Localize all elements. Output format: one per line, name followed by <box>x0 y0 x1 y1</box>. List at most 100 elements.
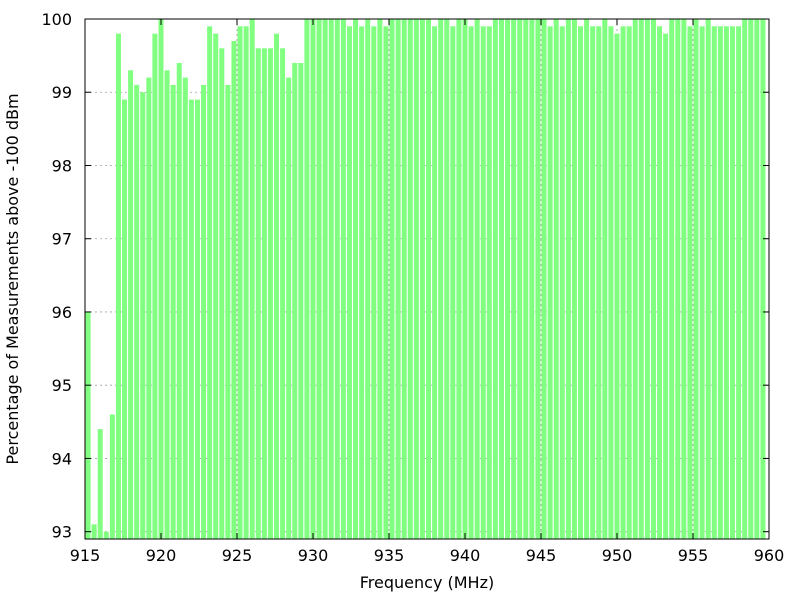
y-tick-label: 93 <box>52 523 72 542</box>
bar <box>456 19 462 539</box>
bar <box>140 92 146 539</box>
bar <box>261 48 267 539</box>
x-tick-label: 955 <box>678 546 709 565</box>
bar <box>176 62 182 539</box>
bar <box>255 48 261 539</box>
bar <box>699 26 705 539</box>
bar <box>541 19 547 539</box>
y-tick-label: 94 <box>52 449 72 468</box>
bar <box>122 99 128 539</box>
bar <box>213 33 219 539</box>
x-tick-label: 950 <box>602 546 633 565</box>
x-tick-label: 945 <box>526 546 557 565</box>
ticks <box>84 18 770 539</box>
bar <box>109 414 115 539</box>
bar <box>286 77 292 539</box>
bar <box>328 19 334 539</box>
bar <box>231 40 237 539</box>
bar <box>152 33 158 539</box>
bar <box>638 19 644 539</box>
bar <box>353 19 359 539</box>
bar <box>395 19 401 539</box>
bar <box>462 19 468 539</box>
bar <box>346 26 352 539</box>
bar <box>644 19 650 539</box>
bar <box>523 19 529 539</box>
bar <box>432 26 438 539</box>
bar <box>505 19 511 539</box>
bar <box>243 26 249 539</box>
bar <box>681 19 687 539</box>
bar <box>407 19 413 539</box>
bar <box>267 48 273 539</box>
bar <box>620 26 626 539</box>
y-tick-label: 96 <box>52 303 72 322</box>
bar <box>711 26 717 539</box>
bar <box>322 19 328 539</box>
bar <box>517 19 523 539</box>
bar <box>292 62 298 539</box>
bar <box>742 19 748 539</box>
x-tick-label: 930 <box>298 546 329 565</box>
bar <box>498 19 504 539</box>
bar <box>371 26 377 539</box>
bar <box>280 48 286 539</box>
bar <box>194 99 200 539</box>
bar <box>626 26 632 539</box>
bar <box>705 19 711 539</box>
bar <box>91 524 97 539</box>
bar <box>535 19 541 539</box>
bar <box>316 19 322 539</box>
bar <box>249 19 255 539</box>
bar <box>158 19 164 539</box>
y-tick-label: 100 <box>41 10 72 29</box>
bar <box>547 26 553 539</box>
bar <box>389 19 395 539</box>
bar <box>201 84 207 539</box>
bar <box>219 48 225 539</box>
tick-labels: 915 920 925 930 935 940 945 950 955 960 93 94 95 96 97… <box>41 10 784 565</box>
bar <box>736 26 742 539</box>
bar <box>614 33 620 539</box>
bar <box>438 19 444 539</box>
x-axis-title: Frequency (MHz) <box>360 573 494 592</box>
bar <box>188 99 194 539</box>
plot-frame <box>84 18 770 540</box>
bar <box>304 19 310 539</box>
bar <box>584 19 590 539</box>
y-tick-label: 99 <box>52 83 72 102</box>
bar <box>237 26 243 539</box>
bar <box>401 19 407 539</box>
x-tick-label: 960 <box>754 546 785 565</box>
bar <box>723 26 729 539</box>
bar <box>730 26 736 539</box>
bar <box>632 19 638 539</box>
bar <box>419 19 425 539</box>
bar <box>225 84 231 539</box>
bar <box>590 26 596 539</box>
bar <box>760 19 766 539</box>
y-axis-title: Percentage of Measurements above -100 dB… <box>3 93 22 464</box>
x-tick-label: 940 <box>450 546 481 565</box>
bar <box>596 26 602 539</box>
bar <box>383 26 389 539</box>
bar <box>274 33 280 539</box>
y-tick-label: 95 <box>52 376 72 395</box>
bar <box>602 19 608 539</box>
bar <box>669 19 675 539</box>
bar <box>359 26 365 539</box>
bar <box>486 26 492 539</box>
bar <box>571 19 577 539</box>
bar <box>657 26 663 539</box>
bar <box>450 26 456 539</box>
bar <box>565 19 571 539</box>
x-tick-label: 915 <box>70 546 101 565</box>
x-tick-label: 935 <box>374 546 405 565</box>
bar <box>511 19 517 539</box>
bar <box>717 26 723 539</box>
bar <box>492 19 498 539</box>
bar <box>578 26 584 539</box>
bar <box>115 33 121 539</box>
bar <box>608 26 614 539</box>
bar <box>754 19 760 539</box>
